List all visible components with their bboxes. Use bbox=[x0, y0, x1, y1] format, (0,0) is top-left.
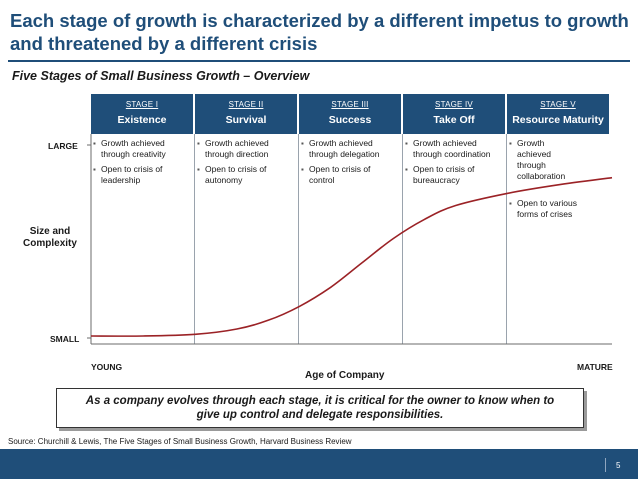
page-number: 5 bbox=[616, 461, 621, 470]
stage-header-5: STAGE V Resource Maturity bbox=[507, 94, 609, 134]
stage-name: Existence bbox=[117, 114, 167, 126]
source-note: Source: Churchill & Lewis, The Five Stag… bbox=[8, 437, 352, 446]
bullet-growth: Growth achieved through coordination bbox=[404, 138, 502, 160]
page-title-line1: Each stage of growth is characterized by… bbox=[10, 10, 629, 31]
y-axis-title-line2: Complexity bbox=[23, 238, 77, 249]
footer-bar bbox=[0, 449, 638, 479]
stage-header-1: STAGE I Existence bbox=[91, 94, 193, 134]
stage-header-2: STAGE II Survival bbox=[195, 94, 297, 134]
stage-header-3: STAGE III Success bbox=[299, 94, 401, 134]
page-title: Each stage of growth is characterized by… bbox=[10, 9, 630, 55]
x-axis-right-label: MATURE bbox=[577, 362, 613, 372]
diagram-subtitle: Five Stages of Small Business Growth – O… bbox=[12, 69, 310, 83]
y-axis-title: Size and Complexity bbox=[20, 226, 80, 250]
y-axis-title-line1: Size and bbox=[29, 226, 71, 237]
stage-name: Survival bbox=[225, 114, 267, 126]
bullet-crisis: Open to crisis of leadership bbox=[92, 164, 190, 186]
stage-5-bullets: Growth achieved through collaboration Op… bbox=[508, 138, 620, 224]
x-axis-title: Age of Company bbox=[305, 370, 385, 381]
footer-separator bbox=[605, 458, 606, 472]
bullet-crisis: Open to various forms of crises bbox=[508, 198, 600, 220]
key-message-callout: As a company evolves through each stage,… bbox=[56, 388, 584, 428]
bullet-growth: Growth achieved through creativity bbox=[92, 138, 190, 160]
stage-name: Resource Maturity bbox=[512, 114, 604, 126]
bullet-growth: Growth achieved through direction bbox=[196, 138, 294, 160]
stage-number: STAGE II bbox=[228, 100, 264, 109]
y-axis-top-label: LARGE bbox=[48, 141, 78, 151]
stage-divider bbox=[298, 134, 299, 344]
stage-number: STAGE V bbox=[540, 100, 576, 109]
bullet-growth: Growth achieved through collaboration bbox=[508, 138, 574, 182]
stage-name: Success bbox=[328, 114, 372, 126]
page-title-line2: and threatened by a different crisis bbox=[10, 33, 318, 54]
stage-divider bbox=[194, 134, 195, 344]
stage-number: STAGE I bbox=[125, 100, 159, 109]
bullet-crisis: Open to crisis of autonomy bbox=[196, 164, 294, 186]
bullet-crisis: Open to crisis of bureaucracy bbox=[404, 164, 502, 186]
bullet-growth: Growth achieved through delegation bbox=[300, 138, 398, 160]
stage-1-bullets: Growth achieved through creativity Open … bbox=[92, 138, 190, 190]
stage-divider bbox=[506, 134, 507, 344]
stage-divider bbox=[402, 134, 403, 344]
stage-4-bullets: Growth achieved through coordination Ope… bbox=[404, 138, 502, 190]
stage-name: Take Off bbox=[433, 114, 475, 126]
stage-3-bullets: Growth achieved through delegation Open … bbox=[300, 138, 398, 190]
bullet-crisis: Open to crisis of control bbox=[300, 164, 398, 186]
stage-number: STAGE III bbox=[331, 100, 369, 109]
stage-number: STAGE IV bbox=[435, 100, 473, 109]
stage-header-4: STAGE IV Take Off bbox=[403, 94, 505, 134]
title-rule bbox=[8, 60, 630, 62]
callout-line2: give up control and delegate responsibil… bbox=[196, 409, 444, 421]
stage-2-bullets: Growth achieved through direction Open t… bbox=[196, 138, 294, 190]
x-axis-left-label: YOUNG bbox=[91, 362, 123, 372]
y-axis-bottom-label: SMALL bbox=[50, 334, 80, 344]
callout-line1: As a company evolves through each stage,… bbox=[85, 395, 555, 407]
